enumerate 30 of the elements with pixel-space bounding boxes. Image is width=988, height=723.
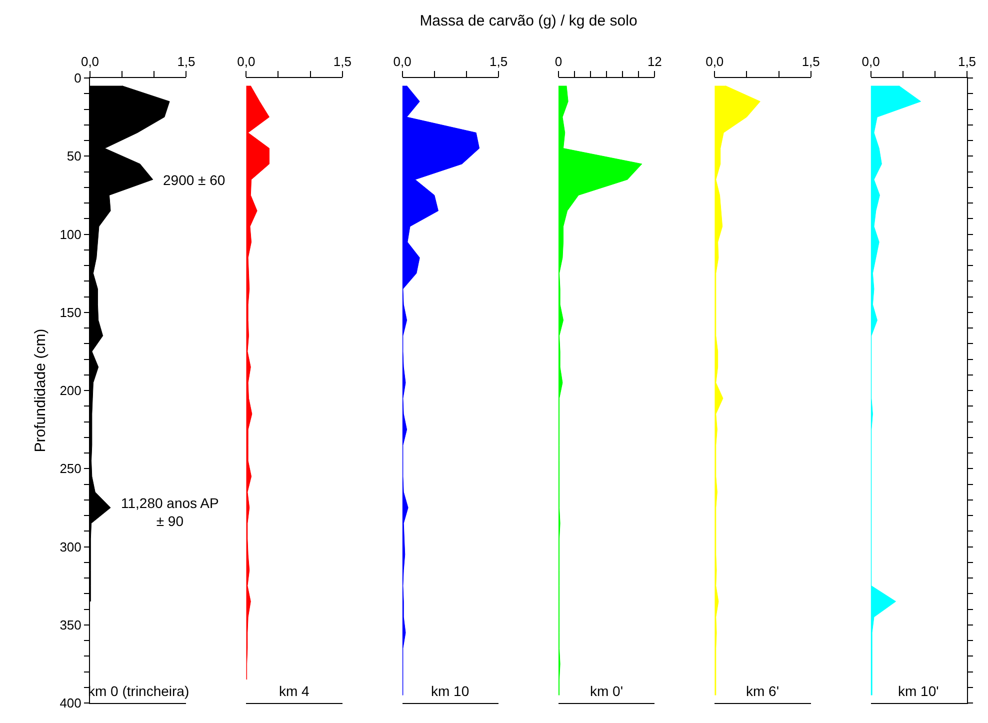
x-tick-label: 1,5 (490, 54, 508, 69)
annotation: 2900 ± 60 (163, 172, 226, 188)
text: km 4 (279, 683, 310, 699)
y-tick-label: 200 (60, 383, 82, 398)
y-axis-title: Profundidade (cm) (32, 328, 49, 452)
x-tick-label: 12 (647, 54, 662, 69)
y-tick-label: 250 (60, 461, 82, 476)
y-tick-label: 300 (60, 539, 82, 554)
x-tick-label: 0,0 (80, 54, 100, 69)
x-tick-label: 0,0 (862, 54, 880, 69)
text: km 6' (746, 683, 780, 699)
x-tick-label: 1,5 (802, 54, 820, 69)
series-label: km 10' (898, 683, 939, 699)
x-tick-label: 0,0 (237, 54, 256, 69)
y-tick-label: 400 (60, 696, 82, 711)
y-tick-label: 100 (60, 226, 82, 242)
text: km 0' (590, 683, 624, 699)
x-tick-label: 1,5 (958, 54, 976, 69)
y-tick-label: 50 (66, 148, 82, 164)
x-tick-label: 0 (554, 54, 562, 69)
x-tick-label: 0,0 (393, 54, 412, 69)
x-tick-label: 0,0 (706, 54, 724, 69)
chart-title: Massa de carvão (g) / kg de solo (420, 12, 638, 30)
text: km 10 (431, 683, 470, 699)
y-tick-label: 0 (74, 70, 82, 86)
y-tick-label: 350 (60, 617, 82, 632)
x-tick-label: 1,5 (177, 54, 196, 69)
x-tick-label: 1,5 (333, 54, 352, 69)
y-tick-label: 150 (60, 304, 82, 320)
annotation: 11,280 anos AP ± 90 (121, 495, 219, 530)
